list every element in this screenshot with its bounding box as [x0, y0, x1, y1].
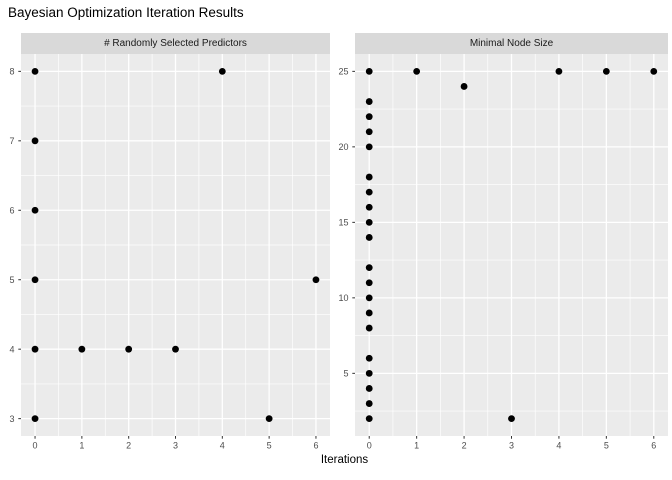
data-point — [172, 345, 179, 353]
x-tick-label: 6 — [313, 441, 318, 451]
data-point — [365, 143, 373, 151]
data-point — [365, 369, 373, 377]
data-point — [650, 67, 658, 75]
data-point — [555, 67, 563, 75]
plot-canvas-predictors: 0 1 2 3 4 5 6 3 4 5 6 7 8 — [9, 54, 330, 451]
x-tick-label: 1 — [79, 441, 84, 451]
data-point — [31, 276, 39, 284]
y-tick-label: 5 — [9, 275, 14, 285]
data-point — [31, 206, 39, 214]
data-point — [365, 415, 373, 423]
data-point — [365, 128, 373, 136]
data-point — [602, 67, 610, 75]
facet-strip-predictors: # Randomly Selected Predictors — [21, 33, 330, 54]
x-tick-label: 0 — [367, 441, 372, 451]
data-point — [365, 203, 373, 211]
y-tick-label: 4 — [9, 344, 14, 354]
x-axis-title: Iterations — [320, 454, 369, 466]
y-tick-label: 15 — [338, 218, 348, 228]
data-point — [413, 67, 421, 75]
data-point — [125, 345, 133, 353]
data-point — [460, 83, 468, 90]
x-tick-label: 5 — [267, 441, 272, 451]
data-point — [31, 137, 39, 145]
x-tick-label: 3 — [173, 441, 178, 451]
y-tick-label: 10 — [338, 293, 348, 303]
data-point — [365, 113, 373, 121]
x-tick-label: 6 — [651, 441, 656, 451]
data-point — [365, 385, 373, 392]
data-point — [365, 218, 373, 226]
data-point — [31, 415, 39, 423]
y-tick-label: 20 — [338, 142, 348, 152]
data-point — [365, 234, 373, 241]
panel-predictors: 0 1 2 3 4 5 6 3 4 5 6 7 8 — [9, 54, 330, 451]
panel-node-size: 0 1 2 3 4 5 6 5 10 15 20 25 — [338, 54, 668, 451]
chart-title: Bayesian Optimization Iteration Results — [8, 5, 244, 20]
x-tick-label: 4 — [220, 441, 225, 451]
x-tick-label: 5 — [604, 441, 609, 451]
y-tick-label: 5 — [343, 369, 348, 379]
plot-canvas-node-size: 0 1 2 3 4 5 6 5 10 15 20 25 — [338, 54, 668, 451]
data-point — [365, 264, 373, 272]
y-tick-label: 8 — [9, 67, 14, 77]
data-point — [365, 67, 373, 75]
data-point — [365, 400, 373, 407]
data-point — [365, 188, 373, 196]
x-tick-label: 0 — [33, 441, 38, 451]
data-point — [312, 276, 320, 284]
data-point — [265, 415, 273, 423]
y-tick-label: 25 — [338, 67, 348, 77]
y-tick-label: 7 — [9, 136, 14, 146]
y-tick-label: 6 — [9, 205, 14, 215]
x-tick-label: 4 — [556, 441, 561, 451]
facet-strip-node-size: Minimal Node Size — [355, 33, 668, 54]
data-point — [365, 173, 373, 181]
data-point — [218, 67, 226, 75]
x-tick-label: 2 — [462, 441, 467, 451]
data-point — [365, 279, 373, 287]
data-point — [365, 294, 373, 302]
data-point — [508, 415, 515, 423]
x-tick-label: 2 — [126, 441, 131, 451]
x-tick-label: 1 — [414, 441, 419, 451]
data-point — [78, 345, 86, 353]
data-point — [365, 309, 373, 317]
data-point — [365, 324, 373, 332]
data-point — [31, 345, 39, 353]
y-tick-label: 3 — [9, 414, 14, 424]
data-point — [31, 67, 39, 75]
data-point — [365, 354, 373, 362]
x-tick-label: 3 — [509, 441, 514, 451]
data-point — [365, 98, 373, 105]
